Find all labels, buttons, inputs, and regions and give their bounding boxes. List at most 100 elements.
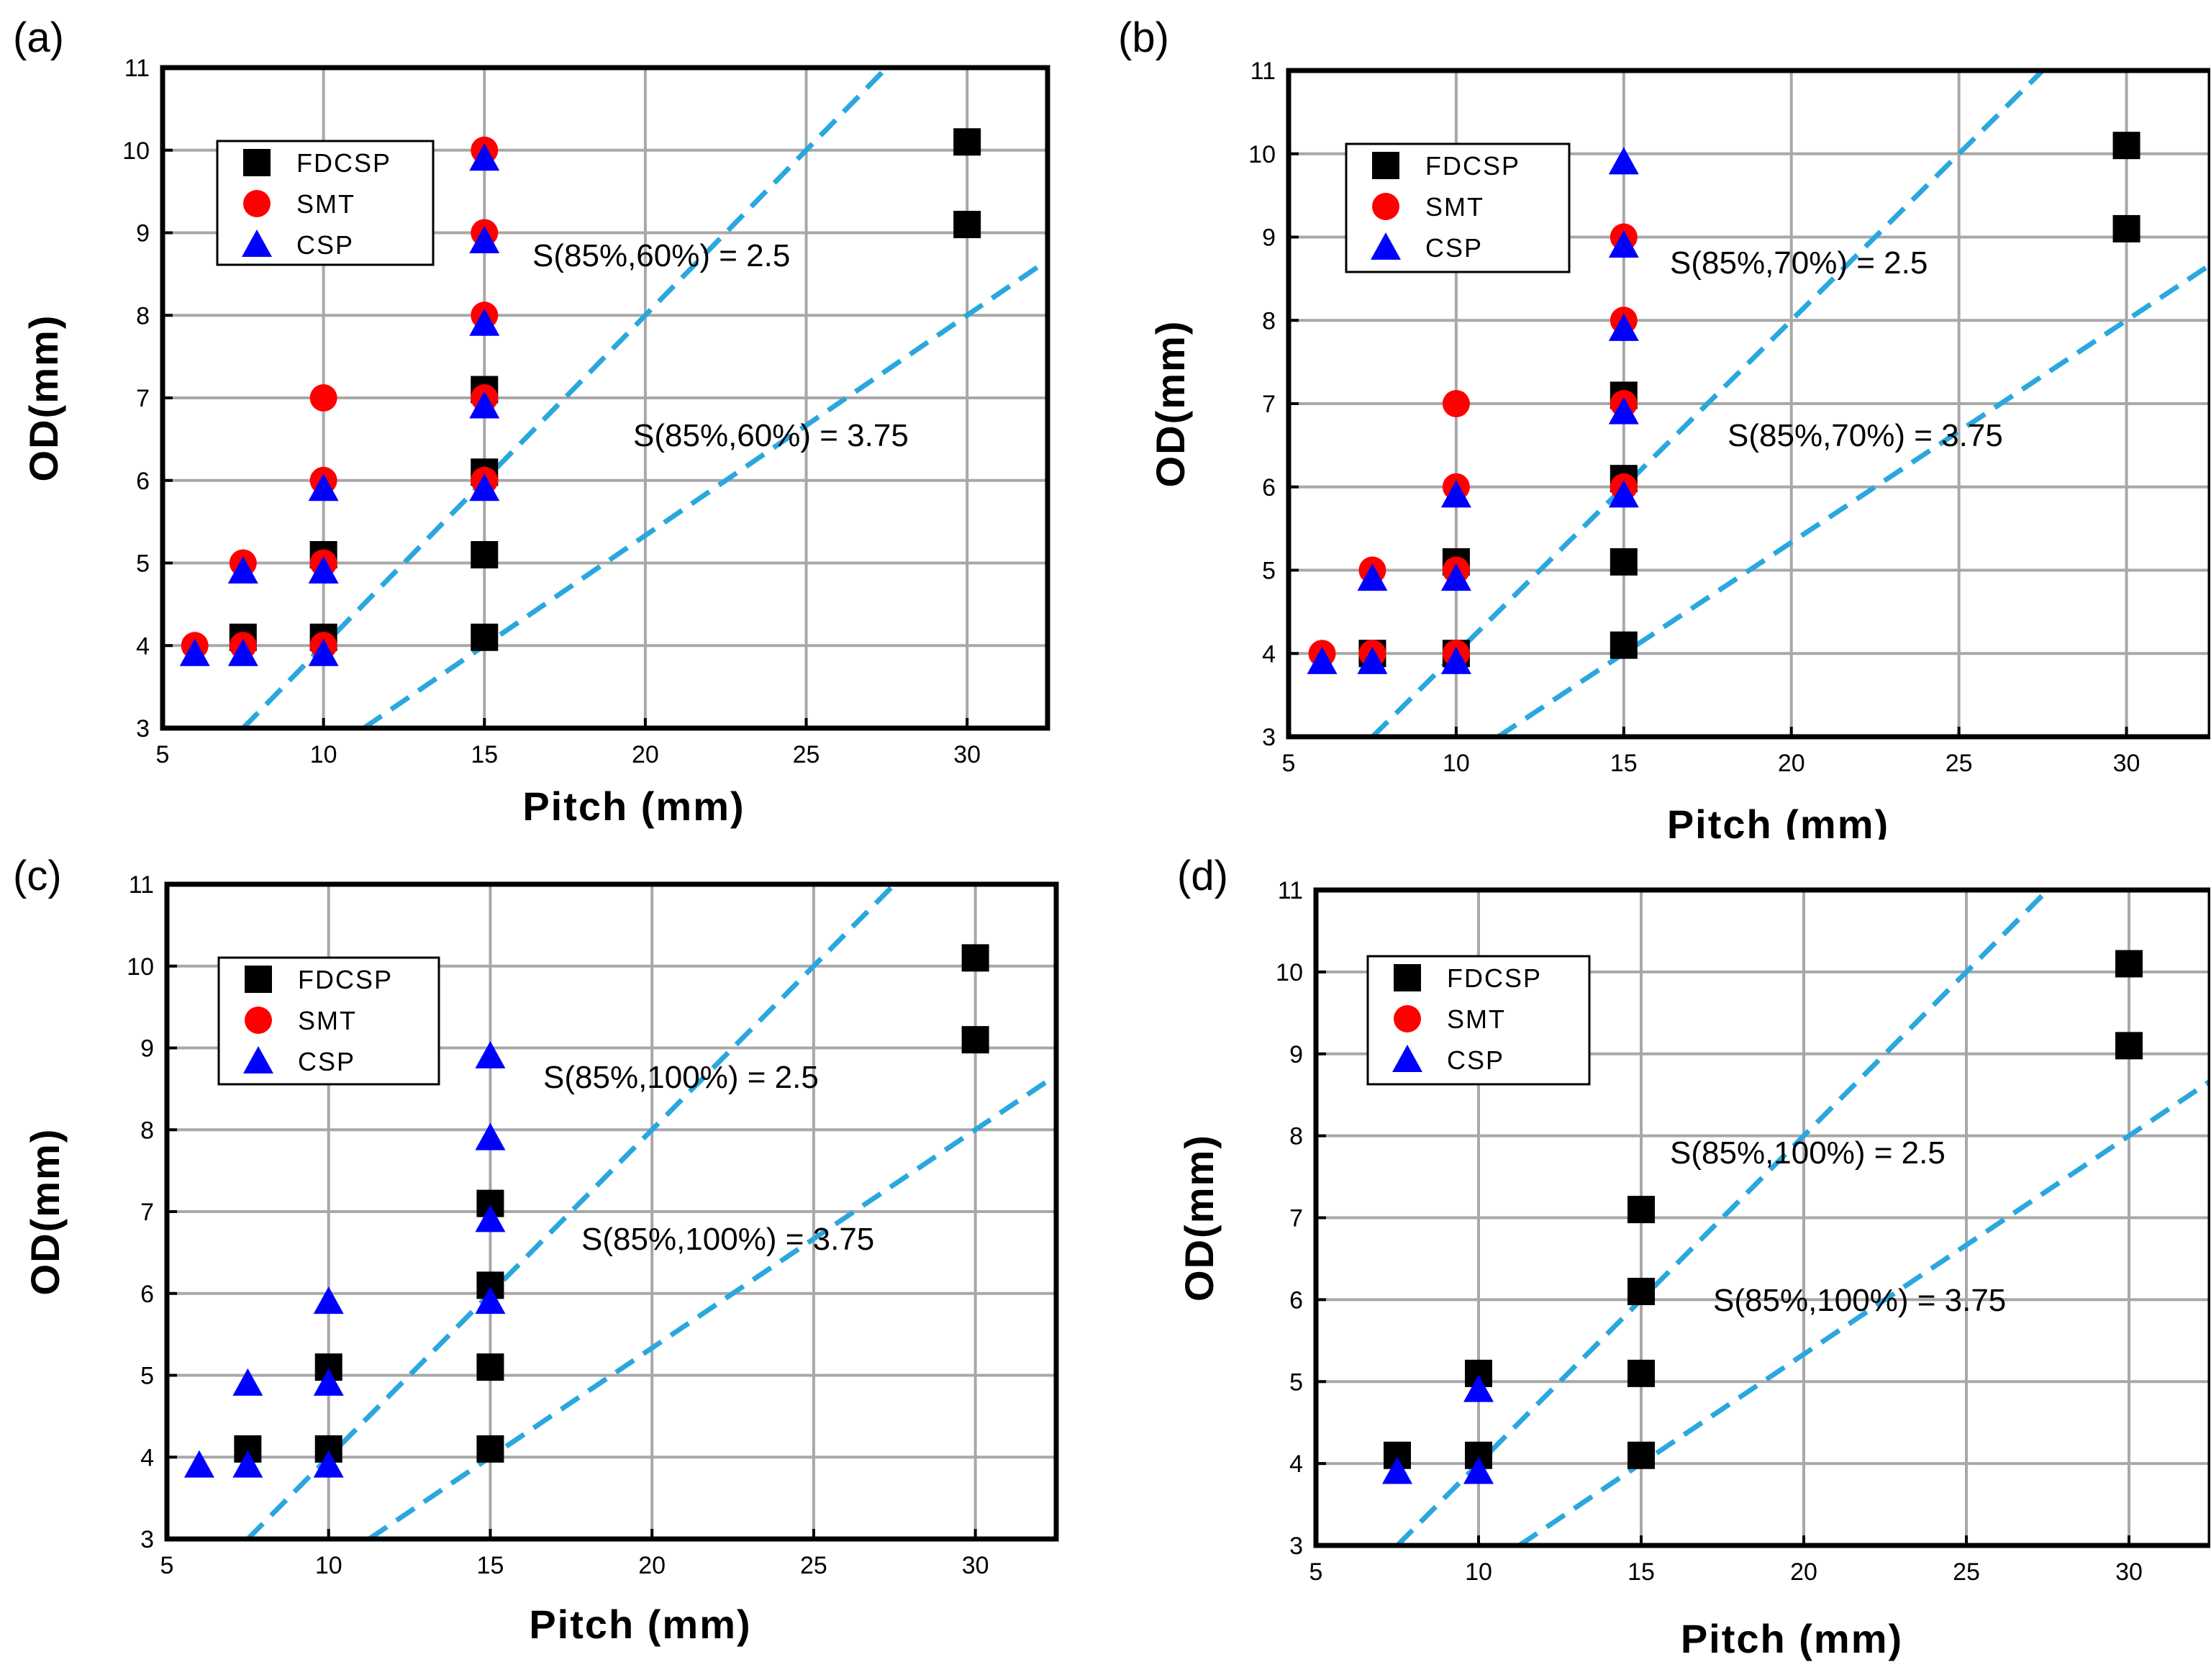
y-tick-label: 6 [140, 1281, 154, 1308]
csp-point [227, 555, 258, 584]
chart-svg: 5 10 15 20 25 30 3 4 5 6 7 8 9 10 11 Pitch (mm) OD(mm) (d… [1176, 853, 2210, 1661]
x-tick-label: 10 [310, 741, 337, 768]
csp-point [227, 638, 258, 666]
line-annotation-2: S(85%,100%) = 3.75 [581, 1222, 874, 1257]
smt-point [1442, 390, 1470, 417]
x-tick-label: 25 [1953, 1558, 1980, 1586]
csp-point [475, 1204, 506, 1232]
legend-label-fdcsp: FDCSP [298, 965, 393, 994]
fdcsp-point [1627, 1277, 1655, 1305]
csp-point [469, 473, 500, 501]
fdcsp-point [476, 1435, 504, 1463]
legend-label-fdcsp: FDCSP [296, 148, 391, 178]
csp-point [308, 555, 339, 584]
panel-label: (c) [13, 853, 62, 899]
axis-ticks: 5 10 15 20 25 30 3 4 5 6 7 8 9 10 11 [1248, 58, 2140, 777]
reference-line-2 [367, 1073, 1056, 1539]
y-tick-label: 9 [1289, 1041, 1303, 1068]
csp-point [1463, 1374, 1494, 1402]
legend-label-csp: CSP [1447, 1045, 1504, 1075]
y-tick-label: 7 [1289, 1205, 1303, 1232]
fdcsp-point [1610, 631, 1638, 659]
y-tick-label: 11 [1250, 58, 1276, 85]
line-annotation-2: S(85%,60%) = 3.75 [633, 418, 909, 453]
csp-point [232, 1368, 263, 1396]
csp-point [1357, 563, 1388, 591]
chart-svg: 5 10 15 20 25 30 3 4 5 6 7 8 9 10 11 Pitch (mm) OD(mm) (b… [1118, 14, 2210, 840]
y-tick-label: 5 [140, 1363, 154, 1390]
x-tick-label: 15 [1627, 1558, 1655, 1586]
fdcsp-point [2112, 214, 2140, 242]
x-tick-label: 30 [2115, 1558, 2143, 1586]
x-tick-label: 25 [793, 741, 820, 768]
legend: FDCSP SMT CSP [1366, 955, 1591, 1086]
legend-label-smt: SMT [1425, 192, 1484, 222]
fdcsp-point [1627, 1196, 1655, 1224]
panel-label: (a) [13, 14, 64, 61]
fdcsp-point [1610, 548, 1638, 576]
y-tick-label: 11 [129, 871, 154, 899]
reference-line-1 [241, 68, 889, 728]
smt-legend-marker [1372, 193, 1399, 220]
csp-point [1440, 563, 1471, 591]
y-tick-label: 11 [1278, 877, 1303, 904]
panel-label: (b) [1118, 14, 1169, 61]
csp-point [313, 1450, 344, 1478]
csp-legend-marker [243, 1046, 273, 1073]
csp-point [1357, 646, 1388, 674]
x-tick-label: 5 [1282, 750, 1296, 777]
csp-point [1608, 480, 1639, 508]
legend: FDCSP SMT CSP [216, 140, 435, 266]
fdcsp-legend-marker [1372, 152, 1399, 179]
csp-point [469, 143, 500, 171]
axis-ticks: 5 10 15 20 25 30 3 4 5 6 7 8 9 10 11 [127, 871, 989, 1579]
line-annotation-1: S(85%,70%) = 2.5 [1670, 245, 1928, 281]
legend-label-smt: SMT [298, 1006, 357, 1035]
csp-point [308, 638, 339, 666]
fdcsp-point [476, 1353, 504, 1381]
y-tick-label: 8 [1289, 1123, 1303, 1150]
y-tick-label: 4 [136, 632, 150, 660]
x-tick-label: 20 [1790, 1558, 1817, 1586]
legend-label-smt: SMT [296, 189, 355, 219]
y-axis-title: OD(mm) [1176, 1134, 1222, 1302]
reference-line-1 [1370, 71, 2045, 737]
y-tick-label: 7 [136, 385, 150, 412]
fdcsp-point [2115, 1032, 2143, 1060]
y-tick-label: 3 [1289, 1533, 1303, 1560]
smt-legend-marker [245, 1007, 272, 1034]
y-tick-label: 5 [1262, 558, 1276, 585]
fdcsp-point [2112, 132, 2140, 160]
line-annotation-2: S(85%,100%) = 3.75 [1713, 1283, 2006, 1318]
csp-point [1608, 230, 1639, 258]
x-tick-label: 30 [953, 741, 981, 768]
x-tick-label: 10 [315, 1552, 342, 1579]
line-annotation-1: S(85%,60%) = 2.5 [532, 238, 790, 273]
csp-legend-marker [1371, 232, 1401, 260]
y-axis-title: OD(mm) [1148, 320, 1193, 488]
y-tick-label: 5 [136, 550, 150, 578]
chart-panel-d: 5 10 15 20 25 30 3 4 5 6 7 8 9 10 11 Pitch (mm) OD(mm) (d… [1105, 840, 2210, 1679]
data-points [1382, 950, 2143, 1484]
fdcsp-point [471, 541, 499, 569]
y-tick-label: 7 [1262, 391, 1276, 418]
fdcsp-point [1627, 1441, 1655, 1469]
csp-point [1608, 147, 1639, 175]
legend-label-csp: CSP [296, 230, 354, 260]
x-tick-label: 25 [1946, 750, 1973, 777]
reference-line-1 [245, 884, 896, 1539]
line-annotation-1: S(85%,100%) = 2.5 [543, 1060, 819, 1095]
csp-point [1382, 1456, 1412, 1484]
smt-legend-marker [1394, 1005, 1421, 1032]
x-tick-label: 15 [1610, 750, 1638, 777]
x-tick-label: 20 [632, 741, 659, 768]
y-tick-label: 10 [122, 137, 150, 165]
y-tick-label: 9 [1262, 224, 1276, 252]
smt-point [309, 384, 337, 412]
csp-point [475, 1040, 506, 1068]
y-tick-label: 6 [136, 468, 150, 495]
x-tick-label: 15 [471, 741, 498, 768]
x-tick-label: 5 [156, 741, 170, 768]
y-tick-label: 6 [1262, 474, 1276, 501]
line-annotation-2: S(85%,70%) = 3.75 [1728, 418, 2003, 453]
